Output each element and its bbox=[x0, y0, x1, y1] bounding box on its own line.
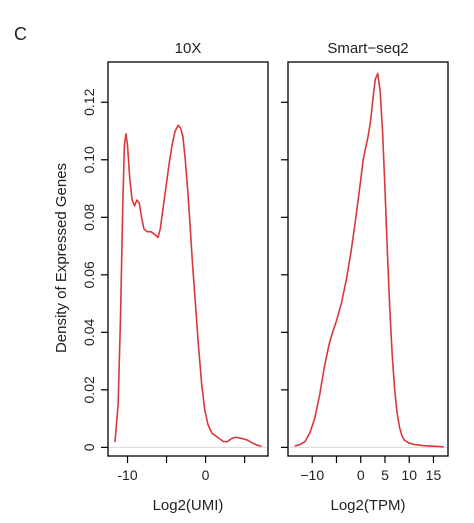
y-tick-label-10x: 0.06 bbox=[81, 261, 97, 288]
x-tick-label-smartseq2: −10 bbox=[300, 467, 324, 483]
x-tick-label-10x: 0 bbox=[202, 467, 210, 483]
x-tick-label-smartseq2: 5 bbox=[381, 467, 389, 483]
panel-title-10x: 10X bbox=[175, 40, 202, 57]
y-tick-label-10x: 0.12 bbox=[81, 88, 97, 115]
x-tick-label-smartseq2: 15 bbox=[426, 467, 442, 483]
panel-smartseq2: Smart−seq2 −10 0 5 10 15 Log2(TPM) bbox=[281, 40, 449, 514]
y-tick-label-10x: 0.04 bbox=[81, 318, 97, 345]
x-axis-label-smartseq2: Log2(TPM) bbox=[330, 497, 405, 514]
y-tick-label-10x: 0.08 bbox=[81, 203, 97, 230]
y-tick-label-10x: 0 bbox=[81, 443, 97, 451]
density-curve-10x bbox=[114, 124, 262, 448]
density-curve-smartseq2 bbox=[294, 72, 444, 448]
y-tick-label-10x: 0.10 bbox=[81, 146, 97, 173]
y-axis-label: Density of Expressed Genes bbox=[53, 163, 70, 353]
x-tick-label-smartseq2: 10 bbox=[401, 467, 417, 483]
y-tick-label-10x: 0.02 bbox=[81, 376, 97, 403]
panel-letter: C bbox=[14, 24, 27, 44]
plot-frame-10x bbox=[107, 61, 269, 457]
x-axis-label-10x: Log2(UMI) bbox=[153, 497, 224, 514]
panel-10x: 10X 0 0.02 0.04 0.06 0.08 0.10 0.12 -10 0 Log2(UMI… bbox=[81, 40, 269, 514]
x-tick-label-10x: -10 bbox=[117, 467, 137, 483]
x-tick-label-smartseq2: 0 bbox=[357, 467, 365, 483]
plot-frame-smartseq2 bbox=[287, 61, 449, 457]
panel-title-smartseq2: Smart−seq2 bbox=[327, 40, 408, 57]
